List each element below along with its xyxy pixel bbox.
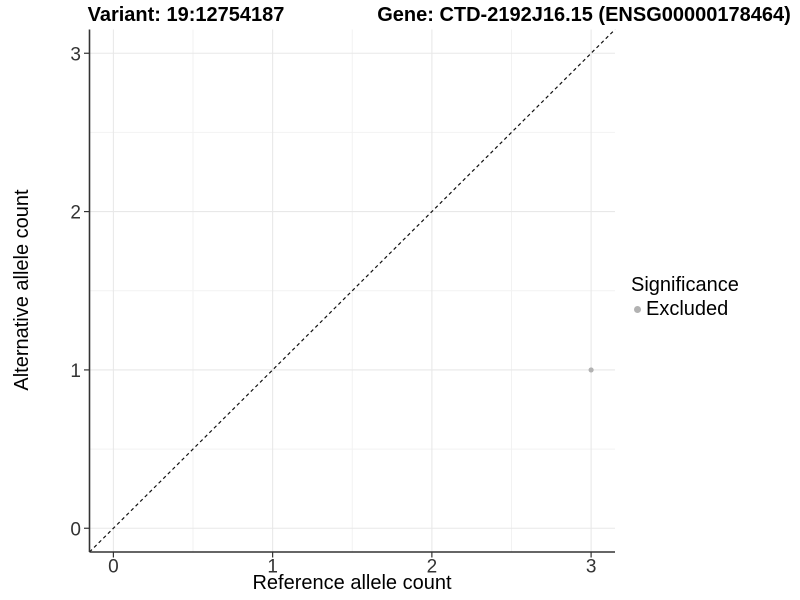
x-tick-label: 2 <box>427 557 438 578</box>
gene-title: Gene: CTD-2192J16.15 (ENSG00000178464) <box>377 4 791 26</box>
x-tick-label: 0 <box>108 557 119 578</box>
y-tick-label: 2 <box>70 203 81 224</box>
x-tick-label: 1 <box>267 557 278 578</box>
variant-title: Variant: 19:12754187 <box>87 4 285 26</box>
y-tick-label: 0 <box>70 519 81 540</box>
x-axis-title: Reference allele count <box>252 572 452 594</box>
y-tick-label: 3 <box>70 44 81 65</box>
data-point <box>588 367 594 373</box>
x-tick-label: 3 <box>586 557 597 578</box>
y-tick-label: 1 <box>70 361 81 382</box>
legend-title: Significance <box>631 274 739 296</box>
legend: Significance Excluded <box>631 274 739 321</box>
excluded-point-icon <box>634 306 641 313</box>
identity-dashed-line <box>89 29 616 553</box>
y-axis-title: Alternative allele count <box>11 189 33 391</box>
legend-item-label: Excluded <box>646 298 729 320</box>
legend-item-excluded: Excluded <box>631 298 739 321</box>
